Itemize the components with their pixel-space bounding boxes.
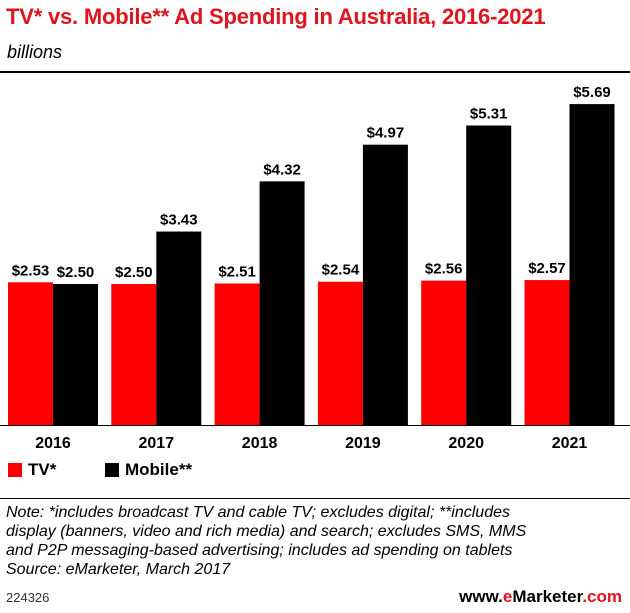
chart-note: Note: *includes broadcast TV and cable T… [6,503,626,579]
data-label-mobile-2018: $4.32 [263,161,301,178]
bar-mobile-2018 [259,181,305,425]
x-tick-label-2019: 2019 [345,435,381,452]
x-tick-label-2017: 2017 [139,435,175,452]
logo-rest: Marketer [512,587,583,606]
bar-mobile-2020 [466,125,512,426]
data-label-tv-2017: $2.50 [115,264,153,281]
x-tick-label-2018: 2018 [242,435,278,452]
emarketer-logo: www.eMarketer.com [459,587,622,607]
bar-tv-2018 [214,283,260,425]
bar-mobile-2016 [53,284,98,425]
source-line: Source: eMarketer, March 2017 [6,561,231,578]
data-label-tv-2019: $2.54 [322,262,360,279]
chart-id: 224326 [6,590,50,605]
bar-tv-2016 [8,282,53,425]
bar-chart: $2.53 $2.50 2016 $2.50 $3.43 2017 $2.51 $4.32 20… [0,84,630,452]
data-label-mobile-2017: $3.43 [160,212,198,229]
logo-suffix: .com [582,587,622,606]
x-tick-label-2016: 2016 [35,435,71,452]
bar-tv-2021 [524,280,570,425]
note-line-3: and P2P messaging-based advertising; inc… [6,542,513,559]
data-label-tv-2016: $2.53 [12,262,50,279]
x-tick-label-2021: 2021 [552,435,588,452]
legend-swatch-mobile [105,463,119,477]
data-label-tv-2021: $2.57 [528,260,566,277]
note-line-1: Note: *includes broadcast TV and cable T… [6,504,510,521]
note-line-2: display (banners, video and rich media) … [6,523,527,540]
legend-item-tv: TV* [8,460,56,480]
legend-label-mobile: Mobile** [125,460,193,479]
data-label-mobile-2016: $2.50 [57,264,95,281]
legend-label-tv: TV* [28,460,57,479]
legend-item-mobile: Mobile** [105,460,192,480]
bar-tv-2017 [111,284,157,425]
logo-prefix: www. [459,587,503,606]
note-divider [0,498,630,499]
bar-mobile-2021 [569,104,615,426]
data-label-tv-2018: $2.51 [218,263,256,280]
chart-title: TV* vs. Mobile** Ad Spending in Australi… [6,4,546,29]
data-label-mobile-2019: $4.97 [367,125,405,142]
bar-tv-2019 [317,281,363,425]
data-label-mobile-2021: $5.69 [573,84,611,101]
x-tick-label-2020: 2020 [448,435,484,452]
data-label-tv-2020: $2.56 [425,261,463,278]
legend-swatch-tv [8,463,22,477]
data-label-mobile-2020: $5.31 [470,106,508,123]
chart-subtitle: billions [7,42,63,62]
bar-mobile-2019 [362,144,408,425]
header-rule [0,71,630,73]
bar-tv-2020 [421,280,467,425]
bar-mobile-2017 [156,231,202,425]
logo-e: e [502,587,513,606]
